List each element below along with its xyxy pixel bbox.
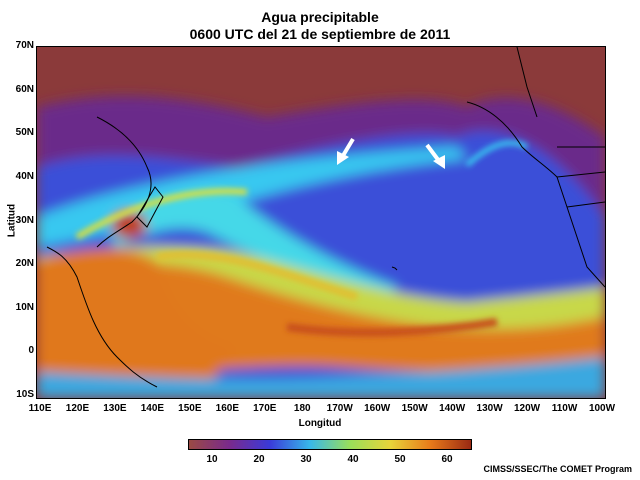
lon-tick-label: 160W <box>364 403 391 414</box>
map-subtitle: 0600 UTC del 21 de septiembre de 2011 <box>189 26 451 42</box>
lat-tick-label: 50N <box>15 127 34 139</box>
map-title: Agua precipitable <box>261 9 379 25</box>
lon-tick-label: 180 <box>293 403 311 414</box>
lon-tick-label: 120E <box>65 403 90 414</box>
lon-tick-label: 110W <box>551 403 578 414</box>
colorbar-tick-label: 60 <box>441 454 453 465</box>
lat-tick-label: 30N <box>15 214 34 226</box>
colorbar-tick-label: 10 <box>206 454 218 465</box>
lat-tick-label: 40N <box>15 170 34 182</box>
lon-tick-label: 140E <box>140 403 165 414</box>
lon-tick-label: 170W <box>326 403 353 414</box>
arrow-pointing-southeast <box>425 143 445 169</box>
lat-tick-label: 10S <box>16 389 34 400</box>
lon-tick-label: 130W <box>476 403 503 414</box>
colorbar-tick-label: 50 <box>394 454 406 465</box>
colorbar-tick-label: 20 <box>253 454 265 465</box>
colorbar-tick-label: 30 <box>300 454 312 465</box>
lon-tick-label: 160E <box>215 403 239 414</box>
lon-tick-label: 150E <box>178 403 202 414</box>
lon-tick-label: 150W <box>401 403 428 414</box>
lat-tick-label: 10N <box>15 301 34 313</box>
lon-tick-label: 140W <box>439 403 466 414</box>
arrow-layer <box>337 137 445 169</box>
colorbar <box>188 439 472 450</box>
lon-tick-label: 170E <box>253 403 277 414</box>
lon-tick-label: 120W <box>514 403 541 414</box>
map-canvas <box>37 47 605 398</box>
lat-tick-label: 0 <box>28 345 34 357</box>
x-axis-label: Longitud <box>298 418 342 429</box>
lat-tick-label: 20N <box>15 258 34 270</box>
lon-tick-label: 110E <box>28 403 52 414</box>
moisture-streaks <box>75 140 529 337</box>
precipitable-water-map <box>36 46 606 399</box>
lon-tick-label: 100W <box>588 403 616 414</box>
colorbar-tick-label: 40 <box>347 454 359 465</box>
lat-tick-label: 70N <box>15 40 34 51</box>
arrow-pointing-southwest <box>337 137 355 165</box>
lon-tick-label: 130E <box>103 403 127 414</box>
coastlines <box>46 47 605 388</box>
credit-text: CIMSS/SSEC/The COMET Program <box>483 464 632 474</box>
lat-tick-label: 60N <box>15 83 34 95</box>
